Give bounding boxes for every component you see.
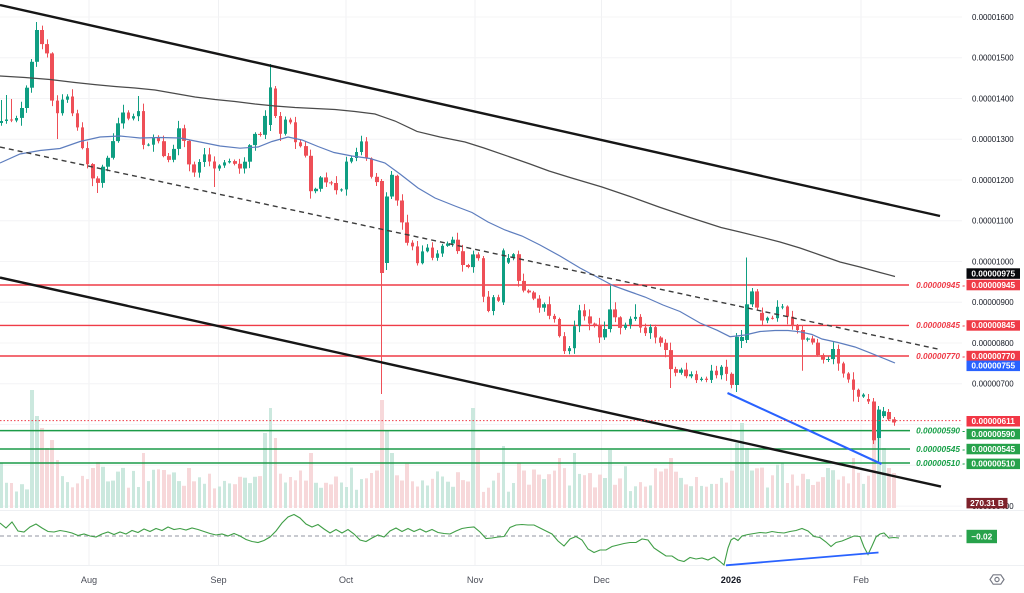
svg-text:0.00000800: 0.00000800 bbox=[972, 339, 1014, 348]
svg-text:0.00000510 -: 0.00000510 - bbox=[916, 458, 965, 468]
svg-text:0.00001300: 0.00001300 bbox=[972, 135, 1014, 144]
svg-text:Feb: Feb bbox=[853, 575, 869, 585]
svg-text:0.00001400: 0.00001400 bbox=[972, 94, 1014, 103]
svg-text:0.00000770 -: 0.00000770 - bbox=[916, 351, 965, 361]
svg-text:Sep: Sep bbox=[210, 575, 226, 585]
svg-text:0.00001100: 0.00001100 bbox=[972, 217, 1014, 226]
svg-text:0.00001200: 0.00001200 bbox=[972, 176, 1014, 185]
svg-text:0.00000845: 0.00000845 bbox=[971, 320, 1015, 330]
svg-text:0.00000945 -: 0.00000945 - bbox=[916, 280, 965, 290]
svg-text:Dec: Dec bbox=[593, 575, 610, 585]
svg-text:0.00000510: 0.00000510 bbox=[971, 459, 1015, 469]
svg-text:0.00000545 -: 0.00000545 - bbox=[916, 444, 965, 454]
svg-text:0.00000845 -: 0.00000845 - bbox=[916, 320, 965, 330]
svg-text:270.31 B: 270.31 B bbox=[970, 498, 1004, 508]
svg-text:0.00000945: 0.00000945 bbox=[971, 280, 1015, 290]
svg-text:0.00000590: 0.00000590 bbox=[971, 429, 1015, 439]
svg-text:0.00000770: 0.00000770 bbox=[971, 351, 1015, 361]
svg-text:0.00000611: 0.00000611 bbox=[972, 416, 1016, 426]
svg-text:−0.02: −0.02 bbox=[971, 531, 992, 541]
svg-text:0.00000900: 0.00000900 bbox=[972, 298, 1014, 307]
svg-text:0.00000590 -: 0.00000590 - bbox=[916, 425, 965, 435]
svg-text:0.00001600: 0.00001600 bbox=[972, 13, 1014, 22]
svg-text:Oct: Oct bbox=[339, 575, 354, 585]
svg-text:0.00000755: 0.00000755 bbox=[971, 361, 1015, 371]
svg-text:0.00001500: 0.00001500 bbox=[972, 54, 1014, 63]
svg-text:Aug: Aug bbox=[81, 575, 97, 585]
svg-text:2026: 2026 bbox=[721, 575, 741, 585]
svg-text:0.00000975: 0.00000975 bbox=[971, 268, 1015, 278]
svg-text:0.00000700: 0.00000700 bbox=[972, 380, 1014, 389]
svg-text:0.00001000: 0.00001000 bbox=[972, 257, 1014, 266]
svg-text:Nov: Nov bbox=[467, 575, 484, 585]
svg-text:0.00000545: 0.00000545 bbox=[971, 444, 1015, 454]
